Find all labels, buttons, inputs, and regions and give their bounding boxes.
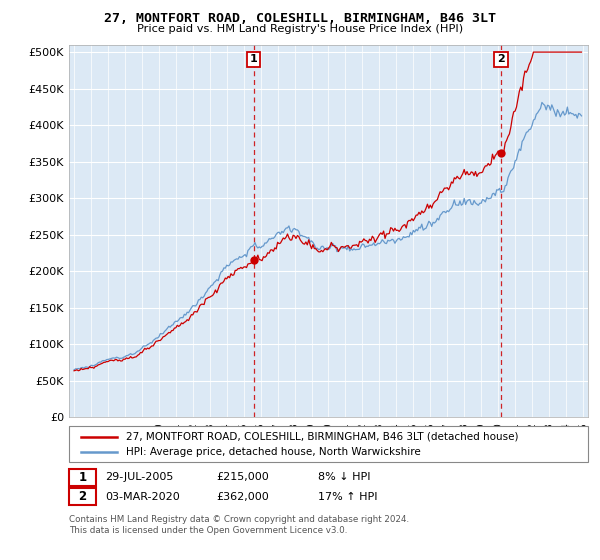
Text: Price paid vs. HM Land Registry's House Price Index (HPI): Price paid vs. HM Land Registry's House …: [137, 24, 463, 34]
Text: 27, MONTFORT ROAD, COLESHILL, BIRMINGHAM, B46 3LT: 27, MONTFORT ROAD, COLESHILL, BIRMINGHAM…: [104, 12, 496, 25]
Text: £215,000: £215,000: [216, 472, 269, 482]
Text: 17% ↑ HPI: 17% ↑ HPI: [318, 492, 377, 502]
Text: HPI: Average price, detached house, North Warwickshire: HPI: Average price, detached house, Nort…: [126, 447, 421, 457]
Text: 2: 2: [79, 490, 86, 503]
Text: This data is licensed under the Open Government Licence v3.0.: This data is licensed under the Open Gov…: [69, 526, 347, 535]
Text: 1: 1: [79, 470, 86, 484]
Text: 27, MONTFORT ROAD, COLESHILL, BIRMINGHAM, B46 3LT (detached house): 27, MONTFORT ROAD, COLESHILL, BIRMINGHAM…: [126, 432, 518, 442]
Text: 29-JUL-2005: 29-JUL-2005: [105, 472, 173, 482]
Text: 1: 1: [250, 54, 257, 64]
Text: Contains HM Land Registry data © Crown copyright and database right 2024.: Contains HM Land Registry data © Crown c…: [69, 515, 409, 524]
Text: £362,000: £362,000: [216, 492, 269, 502]
Text: 8% ↓ HPI: 8% ↓ HPI: [318, 472, 371, 482]
Text: 03-MAR-2020: 03-MAR-2020: [105, 492, 180, 502]
Text: 2: 2: [497, 54, 505, 64]
